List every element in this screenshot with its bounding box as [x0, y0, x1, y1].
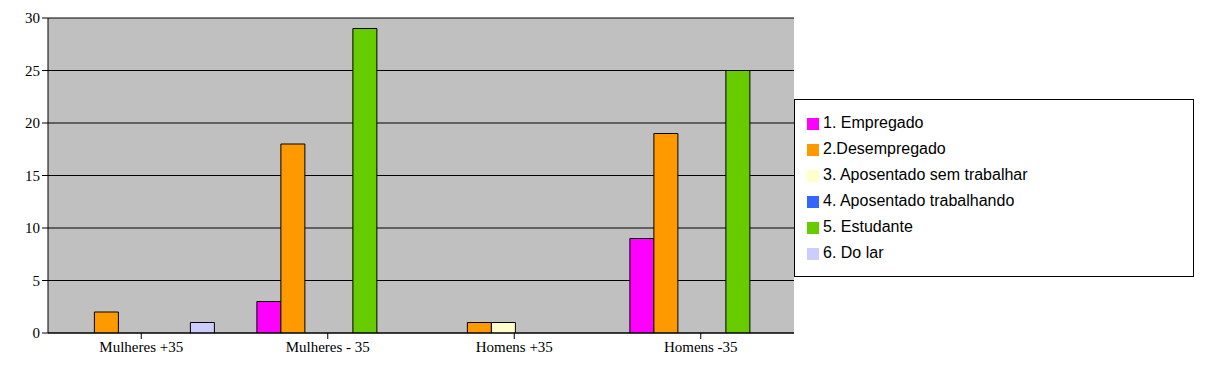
svg-text:5: 5 [33, 273, 41, 289]
html-text:5. Estudante: 5. Estudante [823, 218, 913, 235]
svg-text:Mulheres - 35: Mulheres - 35 [286, 339, 370, 355]
html-text:1. Empregado: 1. Empregado [823, 114, 924, 131]
svg-text:0: 0 [33, 325, 41, 341]
svg-text:Homens +35: Homens +35 [476, 339, 553, 355]
svg-text:30: 30 [25, 10, 40, 26]
svg-text:15: 15 [25, 168, 40, 184]
html-text:6. Do lar: 6. Do lar [823, 244, 884, 261]
svg-text:Mulheres +35: Mulheres +35 [99, 339, 183, 355]
html-text:4. Aposentado trabalhando: 4. Aposentado trabalhando [823, 192, 1015, 209]
html-text:3. Aposentado sem trabalhar: 3. Aposentado sem trabalhar [823, 166, 1028, 183]
html-text:2.Desempregado: 2.Desempregado [823, 140, 946, 157]
svg-text:10: 10 [25, 220, 40, 236]
svg-text:Homens -35: Homens -35 [664, 339, 738, 355]
svg-text:20: 20 [25, 115, 40, 131]
svg-text:25: 25 [25, 63, 40, 79]
